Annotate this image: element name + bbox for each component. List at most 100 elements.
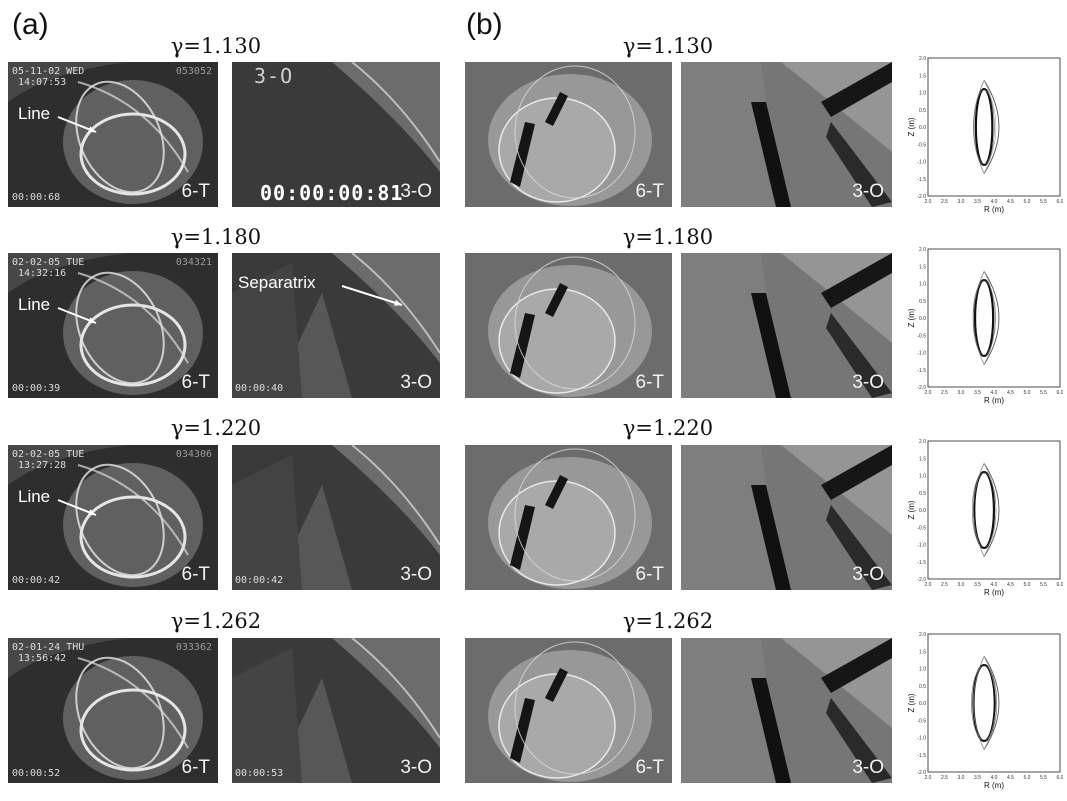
y-tick-label: 1.5 [919, 649, 926, 655]
simulation-tag: 3-O [852, 181, 884, 202]
camera-tag: 3-O [400, 757, 432, 778]
y-tick-label: -1.5 [917, 753, 926, 759]
camera-timer: 00:00:53 [235, 768, 284, 779]
x-tick-label: 2.5 [941, 199, 948, 205]
camera-tag: 6-T [181, 757, 211, 778]
separatrix-curve [974, 87, 994, 167]
y-tick-label: 2.0 [919, 439, 926, 445]
x-tick-label: 4.5 [1007, 199, 1014, 205]
simulation-tag: 6-T [635, 372, 665, 393]
camera-date: 02-02-05 TUE [12, 257, 85, 268]
y-tick-label: 0.5 [919, 684, 926, 690]
y-tick-label: -0.5 [917, 333, 926, 339]
divertor-leg-mid [983, 271, 997, 365]
simulation-tag: 6-T [635, 181, 665, 202]
plot-svg: 2.0 2.5 3.0 3.5 4.0 4.5 5.0 5.5 6.0 2.0 1.5 1.0 0.5 0… [908, 439, 1063, 597]
camera-image-3o: 00:00:42 3-O [232, 445, 440, 590]
y-tick-label: 1.0 [919, 667, 926, 673]
simulation-tag: 3-O [852, 564, 884, 585]
y-tick-label: -0.5 [917, 718, 926, 724]
divertor-leg-outer [983, 463, 1000, 557]
x-tick-label: 5.5 [1040, 199, 1047, 205]
y-tick-label: -2.0 [917, 194, 926, 200]
simulation-image-3o: 3-O [681, 638, 892, 783]
camera-image-3o: 00:00:53 3-O [232, 638, 440, 783]
simulation-image-6t: 6-T [465, 62, 672, 207]
camera-date: 02-02-05 TUE [12, 449, 85, 460]
y-tick-label: 0.0 [919, 316, 926, 322]
y-tick-label: -1.5 [917, 560, 926, 566]
y-tick-label: 0.0 [919, 125, 926, 131]
gamma-label-b: γ=1.220 [622, 416, 714, 440]
camera-time: 14:07:53 [18, 77, 67, 88]
annotation-line: Line [18, 104, 51, 123]
camera-shot-number: 033362 [175, 642, 212, 653]
y-tick-label: -1.0 [917, 543, 926, 549]
y-tick-label: -1.0 [917, 736, 926, 742]
camera-tag: 6-T [181, 181, 211, 202]
camera-time: 14:32:16 [18, 268, 67, 279]
x-tick-label: 3.0 [958, 582, 965, 588]
x-tick-label: 3.5 [974, 775, 981, 781]
divertor-leg-outer [983, 80, 1000, 174]
y-tick-label: 1.5 [919, 264, 926, 270]
x-tick-label: 5.0 [1024, 390, 1031, 396]
poloidal-plot: 2.0 2.5 3.0 3.5 4.0 4.5 5.0 5.5 6.0 2.0 1.5 1.0 0.5 0… [908, 245, 1063, 408]
y-tick-label: 2.0 [919, 632, 926, 638]
y-tick-label: -1.5 [917, 177, 926, 183]
camera-tag: 3-O [400, 564, 432, 585]
camera-timer: 00:00:40 [235, 383, 284, 394]
camera-timer: 00:00:00:81 [260, 181, 404, 205]
annotation-line: Line [18, 295, 51, 314]
camera-timer: 00:00:42 [235, 575, 284, 586]
y-tick-label: -2.0 [917, 385, 926, 391]
poloidal-plot: 2.0 2.5 3.0 3.5 4.0 4.5 5.0 5.5 6.0 2.0 1.5 1.0 0.5 0… [908, 437, 1063, 600]
y-tick-label: -2.0 [917, 770, 926, 776]
gamma-label-b: γ=1.130 [622, 34, 714, 58]
x-tick-label: 2.5 [941, 390, 948, 396]
poloidal-plot: 2.0 2.5 3.0 3.5 4.0 4.5 5.0 5.5 6.0 2.0 1.5 1.0 0.5 0… [908, 630, 1063, 793]
x-tick-label: 2.0 [925, 199, 932, 205]
simulation-tag: 3-O [852, 757, 884, 778]
annotation-separatrix: Separatrix [238, 273, 316, 292]
x-tick-label: 5.0 [1024, 582, 1031, 588]
divertor-leg-mid [983, 463, 997, 557]
y-tick-label: 2.0 [919, 247, 926, 253]
simulation-image-3o: 3-O [681, 445, 892, 590]
simulation-image-6t: 6-T [465, 638, 672, 783]
x-tick-label: 4.0 [991, 582, 998, 588]
camera-timer: 00:00:68 [12, 192, 61, 203]
flux-surface [973, 89, 995, 165]
x-tick-label: 3.5 [974, 390, 981, 396]
y-axis-label: Z (m) [908, 693, 916, 712]
x-tick-label: 5.0 [1024, 775, 1031, 781]
x-axis-label: R (m) [984, 781, 1004, 790]
y-tick-label: 2.0 [919, 56, 926, 62]
y-tick-label: 0.5 [919, 491, 926, 497]
x-tick-label: 2.0 [925, 582, 932, 588]
x-tick-label: 2.5 [941, 775, 948, 781]
divertor-leg-inner [973, 271, 985, 365]
x-tick-label: 3.0 [958, 199, 965, 205]
simulation-image-6t: 6-T [465, 445, 672, 590]
camera-date-time: 02-01-24 THU 13:56:42 [12, 642, 84, 664]
camera-shot-number: 053052 [175, 66, 212, 77]
divertor-leg-mid [983, 656, 997, 750]
camera-tag: 3-O [400, 181, 432, 202]
divertor-leg-inner [973, 656, 985, 750]
panel-label-a: (a) [12, 8, 49, 41]
camera-image-6t: 02-01-24 THU 13:56:42 033362 00:00:52 6-T [8, 638, 218, 783]
plot-svg: 2.0 2.5 3.0 3.5 4.0 4.5 5.0 5.5 6.0 2.0 1.5 1.0 0.5 0… [908, 632, 1063, 790]
x-tick-label: 5.5 [1040, 775, 1047, 781]
plot-svg: 2.0 2.5 3.0 3.5 4.0 4.5 5.0 5.5 6.0 2.0 1.5 1.0 0.5 0… [908, 247, 1063, 405]
plot-frame [927, 57, 1061, 197]
x-tick-label: 5.5 [1040, 582, 1047, 588]
y-tick-label: -0.5 [917, 142, 926, 148]
camera-date: 05-11-02 WED [12, 66, 85, 77]
simulation-tag: 6-T [635, 757, 665, 778]
simulation-image-3o: 3-O [681, 62, 892, 207]
x-tick-label: 3.0 [958, 775, 965, 781]
camera-date-time: 05-11-02 WED 14:07:53 [12, 66, 84, 88]
camera-tag: 3-O [400, 372, 432, 393]
y-tick-label: 1.5 [919, 73, 926, 79]
